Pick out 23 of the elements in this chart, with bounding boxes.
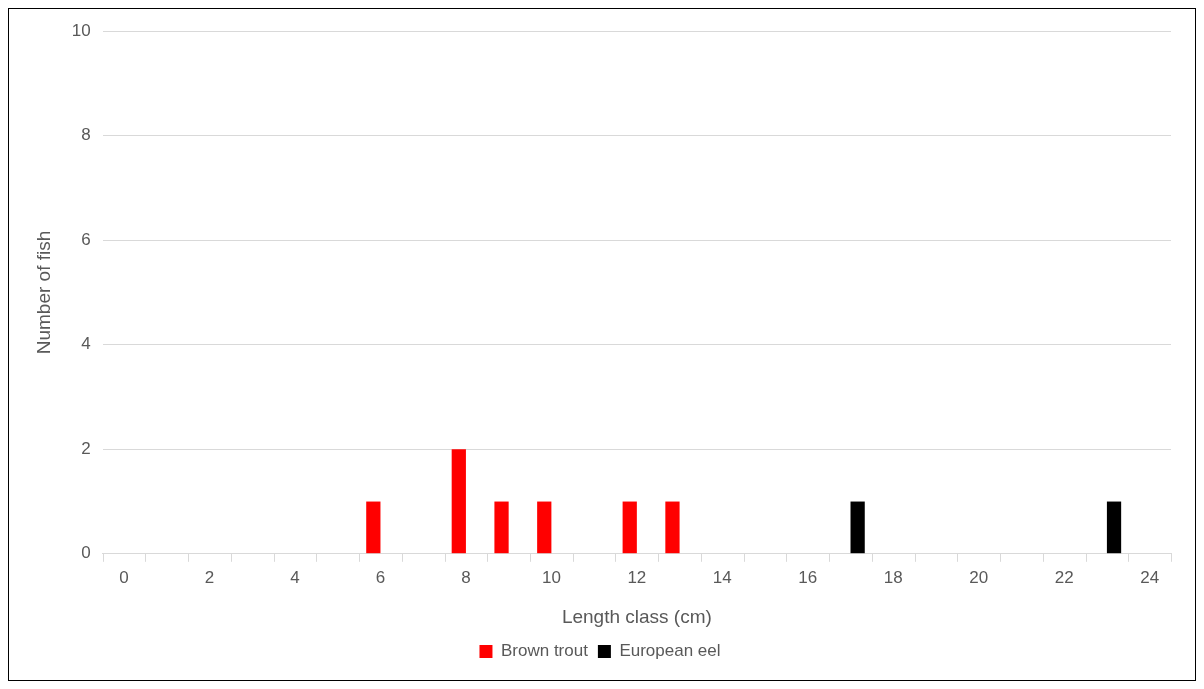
x-tick-label: 8 [461,567,471,587]
y-tick-label: 4 [81,334,91,354]
x-tick-label: 14 [712,567,732,587]
y-tick-label: 8 [81,125,91,145]
x-tick-label: 22 [1054,567,1074,587]
x-tick-label: 0 [119,567,129,587]
x-tick-label: 24 [1140,567,1160,587]
legend-label: Brown trout [500,641,589,661]
x-tick-label: 12 [627,567,647,587]
x-tick-label: 2 [204,567,215,587]
x-tick-label: 20 [969,567,989,587]
x-axis-title: Length class (cm) [561,605,712,627]
x-tick-label: 4 [290,567,300,587]
x-tick-label: 6 [375,567,386,587]
legend-label: European eel [619,641,721,661]
y-axis-title: Number of fish [32,230,54,355]
y-tick-label: 2 [81,438,91,458]
y-tick-label: 6 [81,229,91,249]
x-tick-label: 10 [541,567,561,587]
x-tick-label: 16 [798,567,818,587]
x-tick-label: 18 [883,567,903,587]
y-tick-label: 10 [71,20,91,40]
y-tick-label: 0 [81,543,91,563]
